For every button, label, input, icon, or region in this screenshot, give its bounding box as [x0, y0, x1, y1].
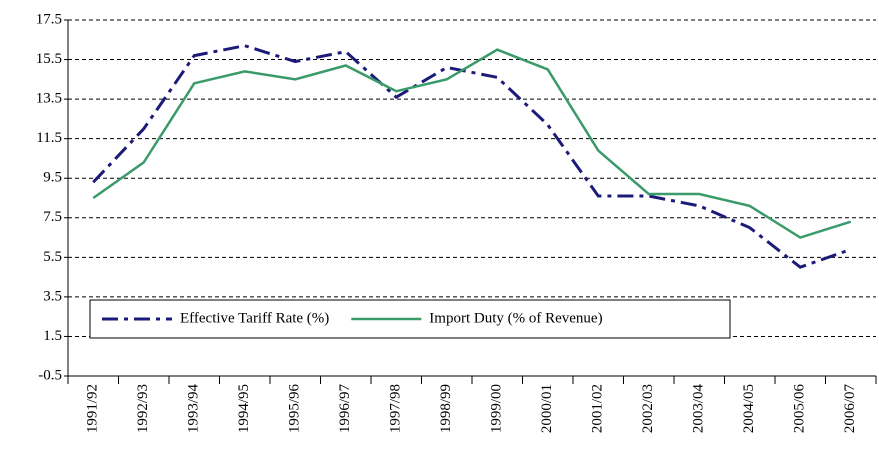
legend: Effective Tariff Rate (%) Import Duty (% …: [89, 299, 731, 339]
y-tick-label: 9.5: [43, 170, 62, 186]
x-tick-label: 2003/04: [691, 384, 707, 434]
x-tick-label: 1997/98: [388, 384, 404, 433]
y-tick-label: 11.5: [36, 130, 62, 146]
x-tick-label: 1996/97: [337, 384, 353, 434]
x-tick-label: 1992/93: [135, 384, 151, 433]
y-tick-label: 3.5: [43, 288, 62, 304]
y-tick-label: 5.5: [43, 249, 62, 265]
x-tick-label: 1999/00: [489, 384, 505, 433]
x-tick-label: 1993/94: [186, 384, 202, 434]
x-tick-label: 2005/06: [792, 384, 808, 434]
y-tick-label: 15.5: [36, 51, 62, 67]
y-tick-label: -0.5: [38, 367, 62, 383]
y-tick-label: 7.5: [43, 209, 62, 225]
series-line: [92, 44, 852, 269]
x-tick-label: 2000/01: [539, 384, 555, 433]
x-tick-label: 2004/05: [741, 384, 757, 433]
x-tick-label: 1995/96: [287, 384, 303, 434]
legend-label: Effective Tariff Rate (%): [180, 310, 329, 326]
x-tick-label: 1998/99: [438, 384, 454, 433]
legend-label: Import Duty (% of Revenue): [429, 310, 602, 326]
x-tick-label: 2006/07: [842, 384, 858, 434]
x-tick-label: 2001/02: [590, 384, 606, 433]
series-line: [92, 48, 852, 239]
y-tick-label: 17.5: [36, 11, 62, 27]
x-tick-label: 2002/03: [640, 384, 656, 433]
y-tick-label: 13.5: [36, 91, 62, 107]
y-tick-label: 1.5: [43, 328, 62, 344]
x-tick-label: 1994/95: [236, 384, 252, 433]
x-tick-label: 1991/92: [85, 384, 101, 433]
